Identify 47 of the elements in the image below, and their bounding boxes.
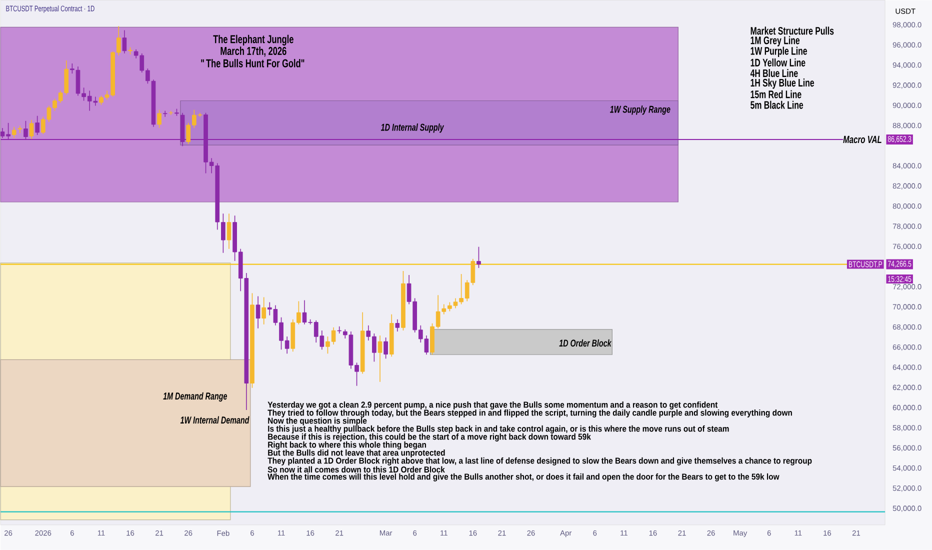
candlestick	[18, 126, 22, 134]
candlestick	[168, 110, 174, 116]
annotation: 1M Grey Line	[750, 36, 800, 46]
band-label: 1D Internal Supply	[380, 124, 444, 133]
annotation: 86,652.3	[888, 136, 912, 144]
annotation: Is this just a healthy pullback before the Bulls step back in and take control again, or is this where the move runs out of steam	[268, 425, 729, 434]
annotation: They planted a 1D Order Block right above that low, a last line of defense designed to slow the Bears down and give themselves a chance to regroup	[268, 457, 812, 466]
annotation: 74,266.5	[888, 260, 912, 268]
annotation: "The Bulls Hunt For Gold"	[201, 59, 304, 68]
candlestick	[29, 120, 34, 140]
annotation: Market Structure Pulls	[750, 26, 834, 35]
annotation: March 17th, 2026	[220, 46, 286, 57]
annotation: 1W Purple Line	[750, 46, 808, 58]
candlestick	[35, 116, 40, 136]
band-label: 1W Internal Demand	[180, 416, 250, 424]
annotation: The Elephant Jungle	[213, 34, 294, 46]
candlestick	[70, 63, 74, 74]
band-label: 1D Order Block	[559, 339, 612, 347]
candlestick	[122, 30, 127, 54]
annotation: 1H Sky Blue Line	[750, 78, 814, 89]
candlestick	[162, 110, 168, 118]
annotation: They tried to follow through today, but the Bears stepped in and flipped the script, turning the daily candle purple and slowing everything down	[268, 410, 792, 418]
annotation: Now the question is simple	[268, 418, 367, 426]
annotation: Because if this is rejection, this could be the start of a move right back down toward 59k	[268, 433, 591, 442]
annotation: But the Bulls did not leave that area unprotected	[268, 450, 445, 458]
candlestick	[226, 213, 232, 250]
band-label: 1W Supply Range	[610, 106, 670, 115]
candlestick	[395, 319, 400, 332]
ref-line-label: BTCUSDT.P	[848, 261, 882, 268]
annotation: 4H Blue Line	[750, 69, 798, 78]
annotation: Yesterday we got a clean 2.9 percent pump, a nice push that gave the Bulls some momentum and a reason to get confident	[268, 402, 718, 410]
annotation: When the time comes will this level hold and give the Bulls another shot, or does it fail and open the door for the Bears to get to the 59k low	[268, 473, 780, 482]
text: 15:32:45	[888, 276, 912, 282]
candlestick	[12, 126, 16, 138]
candlestick	[157, 109, 162, 128]
annotation: Right back to where this whole thing began	[268, 441, 426, 450]
annotation: 5m Black Line	[750, 100, 804, 109]
annotation: 15m Red Line	[750, 90, 802, 98]
band-label: 1M Demand Range	[163, 392, 228, 402]
candlestick	[262, 296, 266, 325]
annotation: So now it all comes down to this 1D Order Block	[268, 466, 445, 473]
ref-line-label: Macro VAL	[843, 136, 882, 144]
annotation: 1D Yellow Line	[750, 58, 806, 67]
candlestick	[256, 296, 260, 329]
candlestick	[378, 335, 382, 382]
candlestick	[384, 337, 388, 360]
candlestick	[476, 246, 481, 268]
